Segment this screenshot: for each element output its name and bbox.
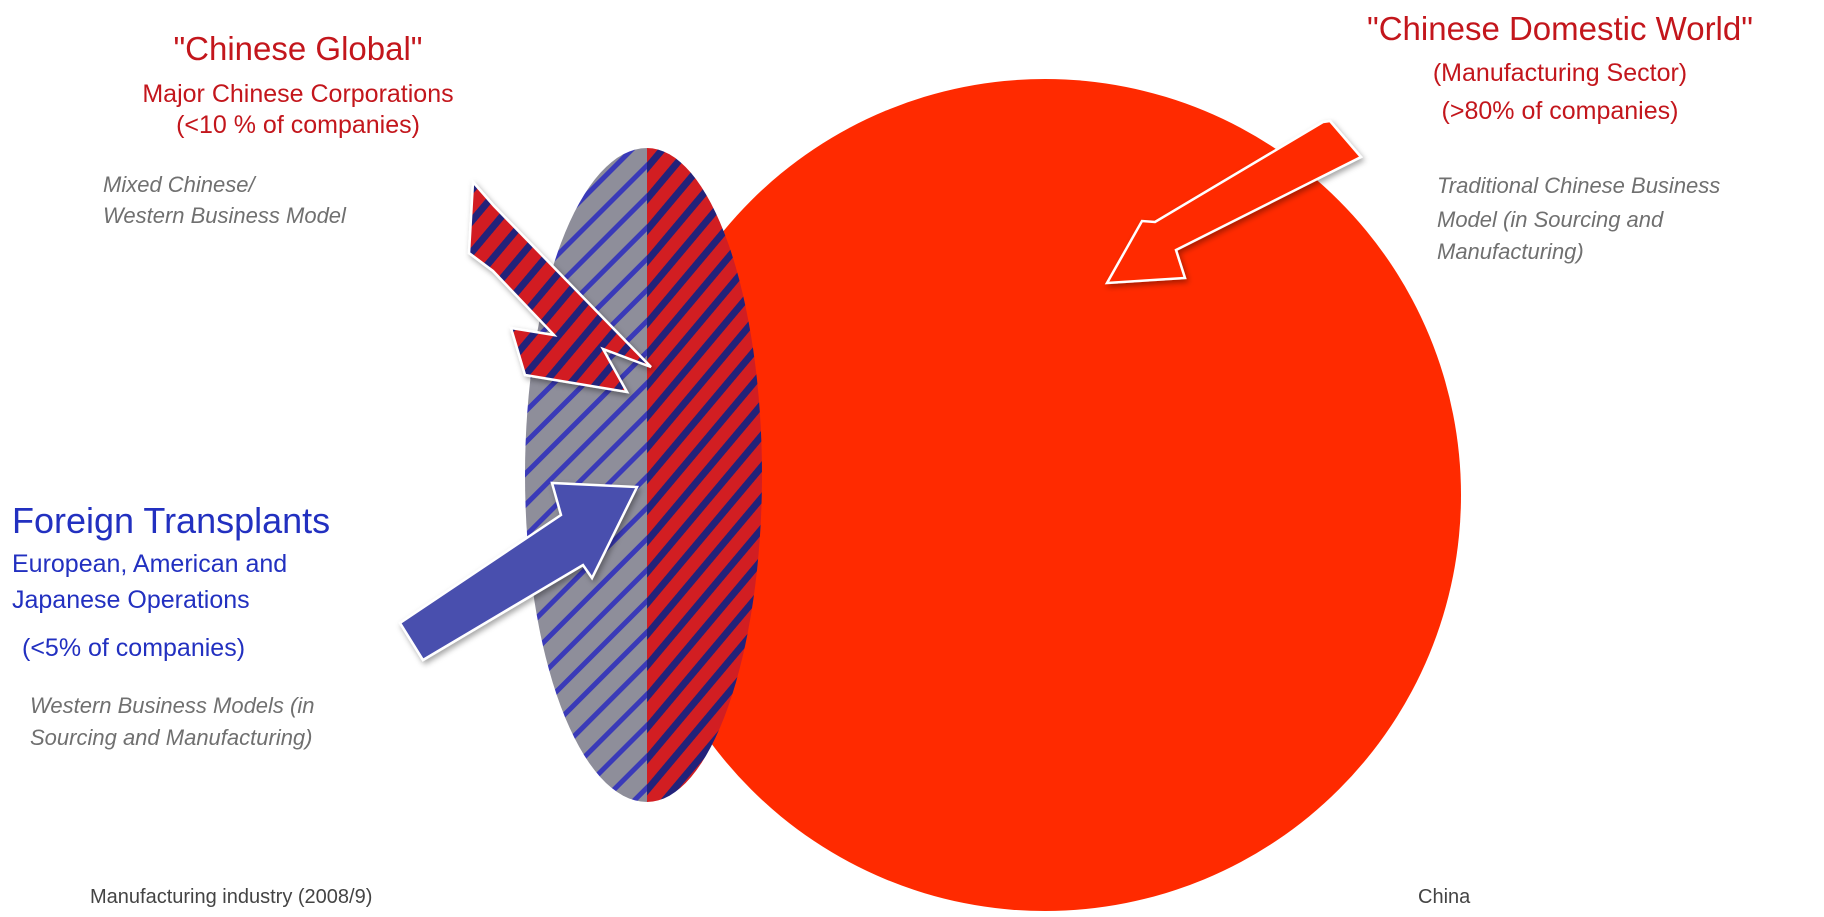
- foreign-transplants-subtitle-line2: Japanese Operations: [12, 586, 250, 614]
- foreign-transplants-share: (<5% of companies): [22, 634, 246, 662]
- foreign-transplants-arrow: [398, 481, 639, 662]
- chinese-global-segment: [647, 148, 762, 802]
- chinese-global-model-line1: Mixed Chinese/: [103, 172, 255, 197]
- chinese-global-arrow: [467, 178, 652, 394]
- foreign-transplants-model-line2: Sourcing and Manufacturing): [30, 725, 313, 750]
- chinese-domestic-share: (>80% of companies): [1441, 97, 1679, 125]
- chinese-domestic-arrow: [1104, 119, 1363, 285]
- chinese-domestic-model-line1: Traditional Chinese Business: [1437, 173, 1721, 198]
- foreign-transplants-model-line1: Western Business Models (in: [30, 693, 315, 718]
- domestic-world-circle: [629, 79, 1461, 911]
- chinese-domestic-title: "Chinese Domestic World": [1367, 10, 1753, 47]
- chinese-domestic-model-line2: Model (in Sourcing and: [1437, 207, 1664, 232]
- chinese-global-model-line2: Western Business Model: [103, 203, 346, 228]
- chinese-global-share: (<10 % of companies): [176, 111, 420, 139]
- chinese-global-subtitle: Major Chinese Corporations: [142, 80, 454, 108]
- footer-left-caption: Manufacturing industry (2008/9): [90, 886, 373, 908]
- footer-right-caption: China: [1418, 886, 1471, 908]
- chinese-domestic-subtitle: (Manufacturing Sector): [1432, 59, 1688, 87]
- foreign-transplants-subtitle-line1: European, American and: [12, 550, 288, 578]
- chinese-global-title: "Chinese Global": [173, 30, 423, 67]
- chinese-domestic-model-line3: Manufacturing): [1437, 239, 1584, 264]
- foreign-transplants-title: Foreign Transplants: [12, 500, 331, 541]
